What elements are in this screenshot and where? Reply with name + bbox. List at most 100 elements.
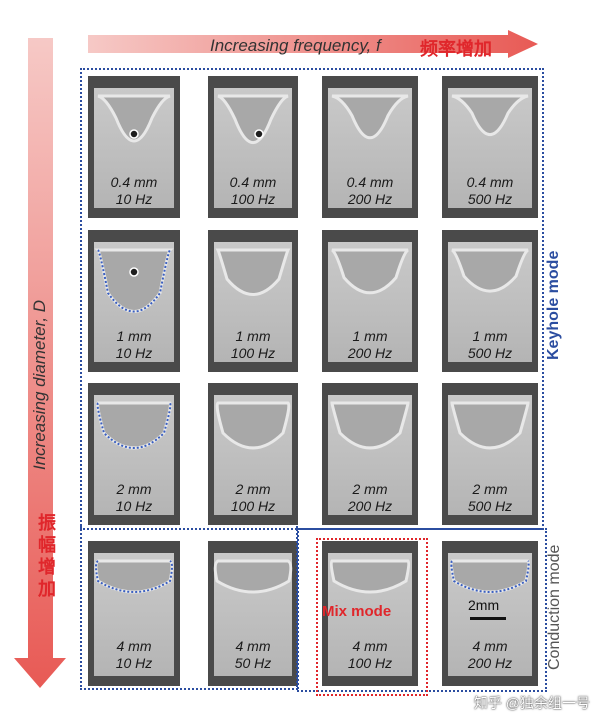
- cell-caption: 2 mm 10 Hz: [88, 481, 180, 515]
- cell-caption: 0.4 mm 500 Hz: [442, 174, 538, 208]
- frequency-label: 500 Hz: [467, 191, 513, 207]
- micrograph-cell: 2 mm 500 Hz: [442, 383, 538, 525]
- diameter-label: 1 mm: [352, 328, 388, 344]
- diameter-label: 2 mm: [472, 481, 508, 497]
- micrograph-cell: 1 mm 10 Hz: [88, 230, 180, 372]
- conduction-mode-label: Conduction mode: [546, 544, 563, 670]
- keyhole-mode-label: Keyhole mode: [545, 250, 562, 360]
- melt-pool-shape: [330, 401, 410, 450]
- frequency-label: 50 Hz: [234, 655, 272, 671]
- melt-pool-shape: [449, 559, 531, 594]
- micrograph-cell: 0.4 mm 100 Hz: [208, 76, 298, 218]
- cell-caption: 1 mm 200 Hz: [322, 328, 418, 362]
- scale-bar-label: 2mm: [468, 597, 500, 613]
- melt-pool-shape: [451, 248, 529, 293]
- cell-caption: 4 mm 50 Hz: [208, 638, 298, 672]
- diameter-axis-label: Increasing diameter, D: [30, 299, 49, 470]
- frequency-label: 10 Hz: [115, 655, 153, 671]
- cell-caption: 0.4 mm 10 Hz: [88, 174, 180, 208]
- cell-caption: 2 mm 100 Hz: [208, 481, 298, 515]
- melt-pool-shape: [213, 559, 293, 594]
- micrograph-cell: 1 mm 200 Hz: [322, 230, 418, 372]
- frequency-label: 200 Hz: [347, 345, 393, 361]
- keyhole-mode-frame: [80, 68, 544, 530]
- melt-pool-shape: [450, 401, 530, 450]
- melt-pool-shape: [329, 559, 411, 594]
- frequency-label: 10 Hz: [115, 345, 153, 361]
- cell-caption: 1 mm 10 Hz: [88, 328, 180, 362]
- diameter-label: 0.4 mm: [229, 174, 277, 190]
- micrograph-cell: 4 mm 100 Hz: [322, 541, 418, 686]
- frequency-label: 500 Hz: [467, 498, 513, 514]
- micrograph-cell: 2 mm 100 Hz: [208, 383, 298, 525]
- frequency-label: 200 Hz: [347, 498, 393, 514]
- micrograph-cell: 2 mm 10 Hz: [88, 383, 180, 525]
- diameter-label: 2 mm: [116, 481, 152, 497]
- melt-pool-shape: [97, 94, 171, 143]
- diameter-label: 4 mm: [352, 638, 388, 654]
- micrograph-cell: 1 mm 500 Hz: [442, 230, 538, 372]
- cell-caption: 1 mm 500 Hz: [442, 328, 538, 362]
- micrograph-cell: 0.4 mm 500 Hz: [442, 76, 538, 218]
- micrograph-cell: 4 mm 200 Hz 2mm: [442, 541, 538, 686]
- cell-caption: 2 mm 200 Hz: [322, 481, 418, 515]
- diameter-label: 4 mm: [116, 638, 152, 654]
- micrograph-cell: 4 mm 10 Hz: [88, 541, 180, 686]
- melt-pool-shape: [331, 248, 409, 295]
- mix-mode-label: Mix mode: [322, 603, 392, 620]
- frequency-label: 100 Hz: [347, 655, 393, 671]
- frequency-label: 10 Hz: [115, 191, 153, 207]
- melt-pool-shape: [331, 94, 409, 140]
- cell-caption: 4 mm 10 Hz: [88, 638, 180, 672]
- melt-pool-shape: [215, 401, 291, 450]
- mix-mode-frame: [316, 538, 428, 696]
- cell-caption: 4 mm 200 Hz: [442, 638, 538, 672]
- frequency-label: 100 Hz: [230, 498, 276, 514]
- frequency-label: 100 Hz: [230, 345, 276, 361]
- watermark: 知乎 @独余组一号: [473, 695, 590, 711]
- diameter-label: 2 mm: [352, 481, 388, 497]
- diameter-label: 0.4 mm: [466, 174, 514, 190]
- keyhole-mode-frame-lower: [80, 526, 298, 690]
- frequency-label: 100 Hz: [230, 191, 276, 207]
- micrograph-cell: 0.4 mm 10 Hz: [88, 76, 180, 218]
- melt-pool-shape: [451, 94, 529, 136]
- conduction-mode-frame: [297, 528, 547, 692]
- cell-caption: 0.4 mm 200 Hz: [322, 174, 418, 208]
- frequency-label: 200 Hz: [347, 191, 393, 207]
- melt-pool-shape: [217, 94, 289, 144]
- frequency-arrow: [88, 30, 538, 58]
- diameter-axis-label-cn: 振幅增加: [38, 513, 56, 599]
- melt-pool-shape: [96, 401, 172, 450]
- diameter-label: 1 mm: [472, 328, 508, 344]
- melt-pool-shape: [94, 559, 174, 594]
- diameter-label: 2 mm: [235, 481, 271, 497]
- diameter-label: 0.4 mm: [346, 174, 394, 190]
- scale-bar: [470, 617, 506, 620]
- cell-caption: 1 mm 100 Hz: [208, 328, 298, 362]
- frequency-label: 10 Hz: [115, 498, 153, 514]
- cell-caption: 0.4 mm 100 Hz: [208, 174, 298, 208]
- melt-pool-shape: [215, 248, 291, 296]
- diameter-label: 4 mm: [472, 638, 508, 654]
- cell-caption: 2 mm 500 Hz: [442, 481, 538, 515]
- micrograph-cell: 1 mm 100 Hz: [208, 230, 298, 372]
- diameter-label: 0.4 mm: [110, 174, 158, 190]
- diameter-label: 4 mm: [235, 638, 271, 654]
- frequency-label: 500 Hz: [467, 345, 513, 361]
- pore-mark: [254, 129, 264, 139]
- melt-pool-shape: [94, 248, 174, 313]
- pool-outline: [96, 402, 172, 449]
- pool-outline: [97, 249, 171, 313]
- pore-mark: [129, 129, 139, 139]
- cell-caption: 4 mm 100 Hz: [322, 638, 418, 672]
- micrograph-cell: 2 mm 200 Hz: [322, 383, 418, 525]
- frequency-axis-label: Increasing frequency, f: [210, 36, 381, 55]
- diameter-label: 1 mm: [235, 328, 271, 344]
- micrograph-cell: 4 mm 50 Hz: [208, 541, 298, 686]
- micrograph-cell: 0.4 mm 200 Hz: [322, 76, 418, 218]
- frequency-label: 200 Hz: [467, 655, 513, 671]
- frequency-axis-label-cn: 频率增加: [420, 39, 492, 59]
- pore-mark: [129, 267, 139, 277]
- diameter-label: 1 mm: [116, 328, 152, 344]
